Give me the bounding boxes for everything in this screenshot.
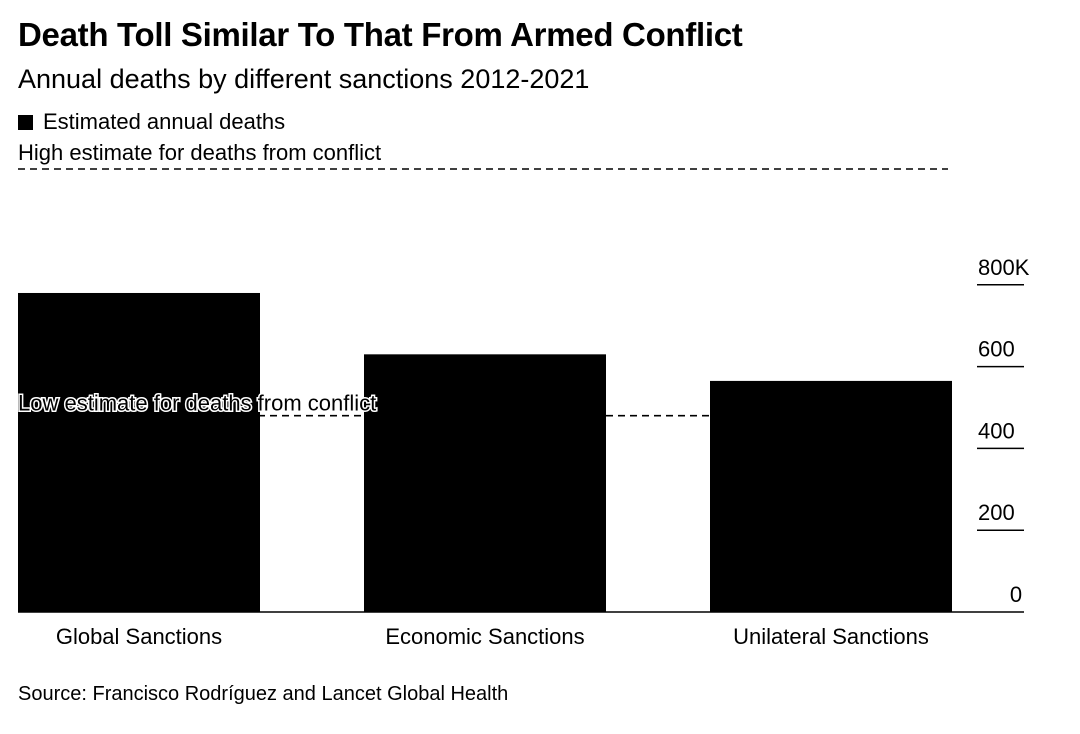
chart-title: Death Toll Similar To That From Armed Co… bbox=[18, 16, 743, 53]
legend-swatch-square bbox=[18, 114, 33, 130]
low-estimate-label: Low estimate for deaths from conflict bbox=[18, 391, 376, 416]
legend-item-estimated-deaths: Estimated annual deaths bbox=[18, 109, 285, 135]
y-tick-label: 0 bbox=[1010, 582, 1022, 607]
y-tick-label: 600 bbox=[978, 337, 1015, 362]
chart-subtitle: Annual deaths by different sanctions 201… bbox=[18, 64, 590, 94]
y-tick-label: 200 bbox=[978, 500, 1015, 525]
source-note: Source: Francisco Rodríguez and Lancet G… bbox=[18, 683, 509, 705]
x-tick-label: Economic Sanctions bbox=[385, 624, 584, 649]
bar-global-sanctions bbox=[18, 292, 260, 612]
y-tick-label: 400 bbox=[978, 418, 1015, 443]
legend-label-estimated-deaths: Estimated annual deaths bbox=[43, 109, 286, 134]
bar-economic-sanctions bbox=[364, 354, 606, 612]
x-tick-label: Global Sanctions bbox=[56, 624, 222, 649]
y-tick-label: 800K bbox=[978, 255, 1030, 280]
bar-unilateral-sanctions bbox=[710, 380, 952, 612]
high-estimate-label: High estimate for deaths from conflict bbox=[18, 140, 382, 165]
x-tick-label: Unilateral Sanctions bbox=[733, 624, 929, 649]
